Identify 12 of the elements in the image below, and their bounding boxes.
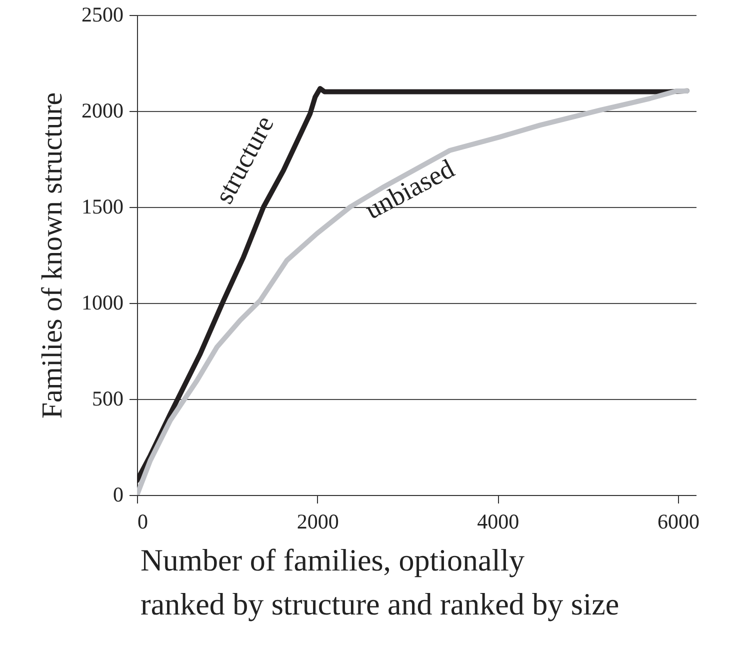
y-tick-label: 0 xyxy=(113,482,124,506)
y-tick-label: 1000 xyxy=(82,290,124,314)
y-tick-label: 1500 xyxy=(82,194,124,218)
x-tick-label: 2000 xyxy=(296,510,339,534)
x-tick-label: 0 xyxy=(138,510,148,534)
x-tick-label: 4000 xyxy=(477,510,520,534)
y-tick-label: 500 xyxy=(92,386,124,410)
y-tick-label: 2500 xyxy=(82,2,124,26)
y-axis-title: Families of known structure xyxy=(36,92,68,419)
x-axis-title: Number of families, optionally ranked by structure and ranked by size xyxy=(140,542,620,622)
y-tick-label: 2000 xyxy=(82,98,124,122)
x-tick-label: 6000 xyxy=(657,510,700,534)
